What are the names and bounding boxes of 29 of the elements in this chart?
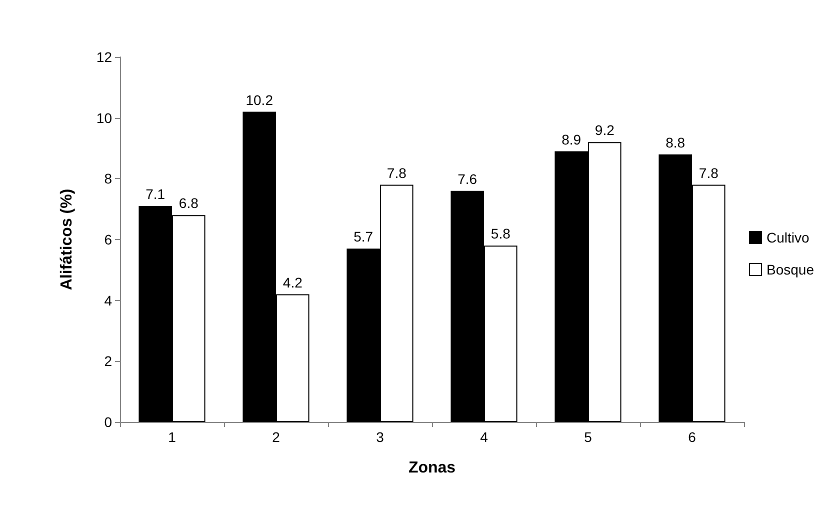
x-tick-label: 6 bbox=[688, 429, 696, 445]
data-label: 6.8 bbox=[178, 195, 199, 212]
data-label: 10.2 bbox=[246, 92, 274, 108]
data-label: 7.6 bbox=[458, 170, 478, 187]
y-tick-label: 2 bbox=[104, 353, 112, 370]
data-label: 8.9 bbox=[562, 131, 582, 148]
data-label: 7.8 bbox=[698, 164, 719, 181]
data-label: 5.8 bbox=[490, 226, 511, 242]
data-label: 7.8 bbox=[386, 164, 407, 181]
x-axis-title: Zonas bbox=[408, 460, 456, 476]
y-tick-label: 8 bbox=[104, 170, 112, 187]
data-label: 7.1 bbox=[146, 186, 166, 202]
y-tick-label: 12 bbox=[96, 49, 112, 65]
data-label: 9.2 bbox=[594, 122, 615, 138]
x-tick-label: 2 bbox=[272, 429, 280, 445]
x-tick-label: 4 bbox=[480, 429, 488, 445]
data-label: 4.2 bbox=[282, 274, 303, 290]
x-tick-label: 1 bbox=[168, 429, 176, 445]
data-label: 5.7 bbox=[354, 228, 374, 245]
data-label: 8.8 bbox=[666, 134, 686, 150]
y-tick-label: 6 bbox=[104, 232, 112, 248]
y-axis-title: Alifáticos (%) bbox=[58, 188, 76, 290]
legend-label: Cultivo bbox=[766, 230, 810, 246]
x-tick-label: 3 bbox=[376, 429, 384, 445]
y-tick-label: 4 bbox=[104, 292, 112, 308]
legend-label: Bosque bbox=[766, 262, 814, 278]
x-tick-label: 5 bbox=[584, 429, 592, 445]
y-tick-label: 10 bbox=[96, 110, 112, 126]
y-tick-label: 0 bbox=[104, 414, 112, 430]
